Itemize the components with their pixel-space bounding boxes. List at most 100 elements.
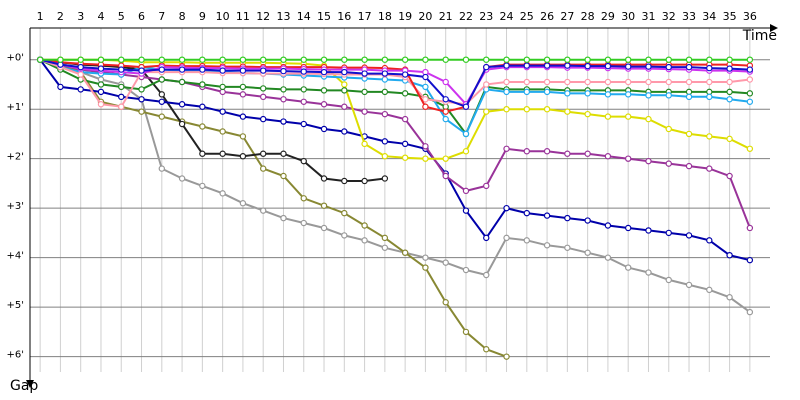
point: [361, 140, 368, 148]
point: [341, 56, 348, 63]
y-tick-label: +2': [7, 152, 25, 163]
x-tick-label: 28: [581, 10, 595, 23]
point: [320, 87, 328, 94]
point: [422, 254, 429, 261]
point: [503, 204, 510, 212]
point: [361, 222, 368, 229]
point: [401, 56, 409, 63]
y-tick-label: +1': [7, 102, 25, 113]
series-line: [39, 58, 751, 313]
point: [645, 115, 652, 123]
point: [199, 182, 206, 190]
point: [665, 276, 672, 284]
point: [584, 62, 591, 70]
point: [381, 244, 389, 251]
point: [523, 237, 531, 244]
point: [178, 175, 186, 182]
point: [604, 222, 612, 229]
point: [564, 244, 571, 251]
point: [665, 160, 672, 167]
point: [685, 63, 693, 71]
point: [442, 172, 449, 180]
point: [523, 209, 531, 217]
point: [320, 202, 328, 209]
point: [158, 98, 166, 105]
series-line: [39, 58, 751, 108]
point: [118, 83, 125, 91]
point: [564, 56, 571, 63]
point: [239, 91, 247, 98]
point: [483, 346, 490, 353]
point: [523, 78, 531, 86]
series-line: [39, 58, 750, 113]
x-axis-arrow: [770, 24, 778, 32]
point: [422, 83, 429, 91]
series-lines: [36, 56, 754, 360]
point: [523, 56, 531, 63]
series-line: [39, 58, 751, 229]
point: [584, 217, 591, 224]
point: [483, 234, 490, 242]
point: [199, 123, 206, 130]
point: [624, 155, 632, 162]
point: [624, 56, 632, 63]
point: [118, 103, 125, 110]
point: [564, 150, 571, 157]
point: [158, 76, 166, 83]
point: [178, 78, 186, 86]
point: [280, 172, 287, 180]
point: [239, 67, 247, 74]
point: [584, 78, 591, 86]
x-tick-label: 16: [337, 10, 351, 23]
x-tick-label: 3: [77, 10, 84, 23]
point: [381, 70, 389, 77]
point: [503, 105, 510, 113]
point: [219, 190, 226, 197]
point: [442, 115, 449, 123]
point: [219, 128, 226, 135]
x-tick-label: 26: [540, 10, 554, 23]
point: [442, 96, 449, 103]
point: [746, 224, 754, 232]
point: [584, 249, 591, 256]
point: [361, 88, 368, 96]
x-tick-label: 19: [398, 10, 412, 23]
x-tick-label: 2: [57, 10, 64, 23]
point: [381, 56, 389, 63]
point: [462, 207, 470, 214]
point: [604, 56, 612, 63]
point: [361, 70, 368, 77]
point: [219, 56, 226, 63]
x-tick-label: 13: [276, 10, 290, 23]
point: [442, 259, 449, 266]
point: [726, 96, 733, 103]
point: [624, 264, 632, 271]
point: [259, 115, 267, 123]
series-line: [39, 59, 751, 262]
point: [604, 91, 612, 98]
point: [483, 108, 490, 115]
point: [503, 88, 510, 96]
x-tick-label: 32: [662, 10, 676, 23]
point: [462, 187, 470, 195]
point: [381, 234, 389, 242]
point: [746, 76, 754, 83]
x-tick-label: 24: [500, 10, 514, 23]
x-tick-label: 15: [317, 10, 331, 23]
point: [503, 56, 510, 63]
point: [685, 281, 693, 289]
point: [259, 150, 267, 157]
point: [199, 103, 206, 110]
point: [624, 91, 632, 98]
point: [401, 154, 409, 161]
point: [645, 92, 652, 99]
point: [199, 81, 206, 88]
point: [158, 66, 166, 73]
point: [645, 78, 652, 86]
x-tick-label: 9: [199, 10, 206, 23]
point: [543, 212, 551, 219]
point: [259, 67, 267, 74]
point: [320, 125, 328, 133]
x-tick-label: 30: [621, 10, 635, 23]
point: [341, 232, 348, 239]
